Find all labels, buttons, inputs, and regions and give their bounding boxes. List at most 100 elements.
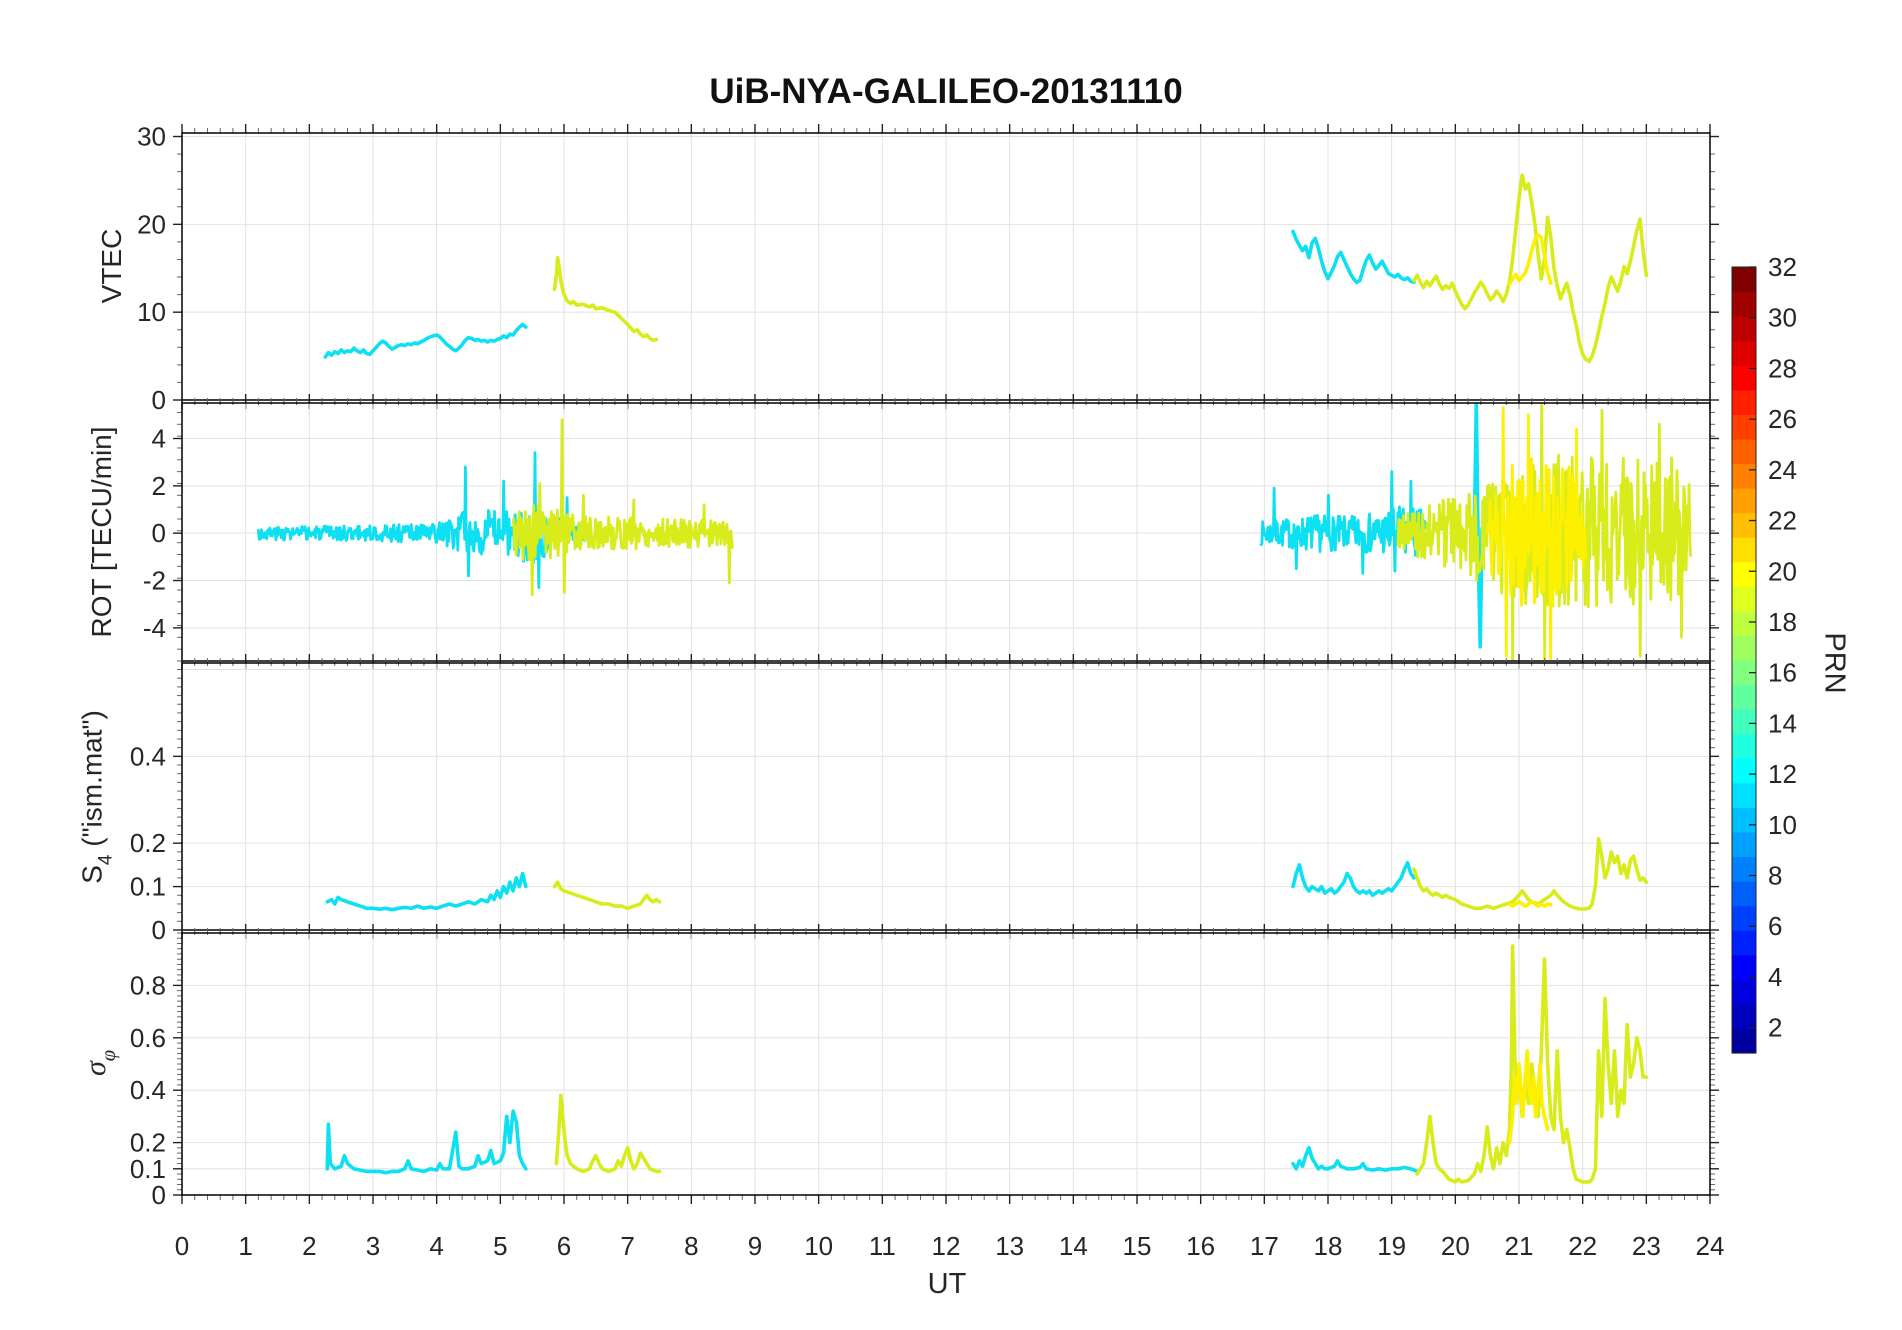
trace-prn-20 <box>1507 1049 1550 1145</box>
x-tick-label: 3 <box>366 1231 380 1261</box>
y-tick-label: 0.2 <box>130 828 166 858</box>
colorbar <box>1731 266 1757 1054</box>
colorbar-tick-label: 16 <box>1768 658 1797 688</box>
colorbar-block <box>1732 881 1756 907</box>
x-tick-label: 7 <box>620 1231 634 1261</box>
panel-s4-grid <box>182 663 1710 930</box>
colorbar-block <box>1732 316 1756 342</box>
colorbar-block <box>1732 586 1756 612</box>
x-tick-label: 20 <box>1441 1231 1470 1261</box>
x-tick-label: 16 <box>1186 1231 1215 1261</box>
x-tick-label: 9 <box>748 1231 762 1261</box>
panel-s4-ytick-labels: 0 0.1 0.2 0.4 <box>130 741 166 945</box>
y-axis-label-vtec-text: VTEC <box>96 228 127 304</box>
trace-prn-12 <box>1291 229 1416 285</box>
colorbar-tick-label: 30 <box>1768 303 1797 333</box>
colorbar-block <box>1732 512 1756 538</box>
trace-prn-12 <box>325 1109 528 1175</box>
x-tick-label: 2 <box>302 1231 316 1261</box>
colorbar-block <box>1732 905 1756 931</box>
colorbar-tick-label: 28 <box>1768 353 1797 383</box>
sigma-main: σ <box>78 1061 112 1077</box>
colorbar-block <box>1732 267 1756 293</box>
y-tick-label: -2 <box>143 566 166 596</box>
x-tick-label: 0 <box>175 1231 189 1261</box>
panel-sigma_phi-border <box>181 932 1711 1196</box>
colorbar-tick-label: 20 <box>1768 556 1797 586</box>
colorbar-block <box>1732 807 1756 833</box>
colorbar-tick-label: 14 <box>1768 708 1797 738</box>
y-axis-label-vtec: VTEC <box>96 229 128 304</box>
x-tick-label: 11 <box>869 1231 896 1261</box>
panel-sigma_phi-major-ticks <box>173 924 1719 1204</box>
colorbar-block <box>1732 635 1756 661</box>
x-tick-label: 19 <box>1377 1231 1406 1261</box>
y-tick-label: 20 <box>137 209 166 239</box>
trace-prn-19 <box>511 418 734 597</box>
panel-rot-ytick-labels: -4 -2 0 2 4 <box>143 424 166 643</box>
trace-prn-19 <box>552 880 662 911</box>
colorbar-block <box>1732 709 1756 735</box>
colorbar-block <box>1732 1003 1756 1030</box>
trace-prn-20 <box>1507 900 1553 908</box>
trace-prn-19 <box>552 255 659 343</box>
panel-vtec-series <box>323 173 1649 364</box>
colorbar-block <box>1732 954 1756 980</box>
colorbar-tick-label: 12 <box>1768 759 1797 789</box>
colorbar-block <box>1732 684 1756 710</box>
colorbar-block <box>1732 365 1756 391</box>
y-tick-label: 0 <box>152 1180 166 1210</box>
y-tick-label: 0.1 <box>130 1154 166 1184</box>
s4-subscript: 4 <box>95 854 117 866</box>
x-tick-label: 21 <box>1505 1231 1534 1261</box>
chart-title: UiB-NYA-GALILEO-20131110 <box>709 72 1183 111</box>
colorbar-block <box>1732 831 1756 858</box>
colorbar-block <box>1732 733 1756 759</box>
x-tick-label: 6 <box>557 1231 571 1261</box>
y-tick-label: 0.4 <box>130 741 166 771</box>
x-tick-label: 14 <box>1059 1231 1088 1261</box>
panel-vtec-grid <box>182 133 1710 400</box>
trace-prn-20 <box>1507 233 1553 286</box>
xtick-labels: 0 1 2 3 4 5 6 7 8 9 10 11 12 13 14 15 16 17 18 19 20 21 22 23 24 <box>175 1231 1725 1261</box>
y-tick-label: 10 <box>137 297 166 327</box>
x-tick-label: 13 <box>995 1231 1024 1261</box>
colorbar-block <box>1732 488 1756 514</box>
x-tick-label: 4 <box>429 1231 443 1261</box>
colorbar-block <box>1732 610 1756 637</box>
x-tick-label: 23 <box>1632 1231 1661 1261</box>
y-tick-label: 0.8 <box>130 970 166 1000</box>
colorbar-tick-label: 24 <box>1768 455 1797 485</box>
y-tick-label: 2 <box>152 471 166 501</box>
y-tick-label: 0.4 <box>130 1075 166 1105</box>
x-tick-label: 1 <box>238 1231 252 1261</box>
trace-prn-19 <box>1415 944 1649 1184</box>
x-tick-label: 17 <box>1250 1231 1279 1261</box>
y-tick-label: 0.2 <box>130 1128 166 1158</box>
trace-prn-20 <box>1485 406 1588 660</box>
trace-prn-12 <box>1291 1146 1419 1174</box>
trace-prn-19 <box>1412 837 1649 911</box>
trace-prn-19 <box>554 1093 662 1174</box>
s4-main: S <box>76 865 108 884</box>
panel-sigma_phi-ytick-labels: 00.10.2 0.4 0.6 0.8 <box>130 970 166 1210</box>
trace-prn-19 <box>1412 173 1649 364</box>
panel-rot-series <box>257 403 1692 661</box>
colorbar-block <box>1732 537 1756 563</box>
x-tick-label: 15 <box>1123 1231 1152 1261</box>
panel-vtec-ytick-labels: 0 10 20 30 <box>137 122 166 415</box>
y-tick-label: 0 <box>152 518 166 548</box>
colorbar-tick-label: 32 <box>1768 252 1797 282</box>
panel-sigma_phi-grid <box>182 933 1710 1195</box>
sigma-subscript: φ <box>98 1049 121 1062</box>
colorbar-block <box>1732 1028 1756 1054</box>
x-tick-label: 24 <box>1696 1231 1725 1261</box>
colorbar-block <box>1732 561 1756 587</box>
colorbar-ticks <box>1749 266 1756 1029</box>
colorbar-block <box>1732 291 1756 317</box>
colorbar-block <box>1732 930 1756 956</box>
y-tick-label: 0.1 <box>130 872 166 902</box>
